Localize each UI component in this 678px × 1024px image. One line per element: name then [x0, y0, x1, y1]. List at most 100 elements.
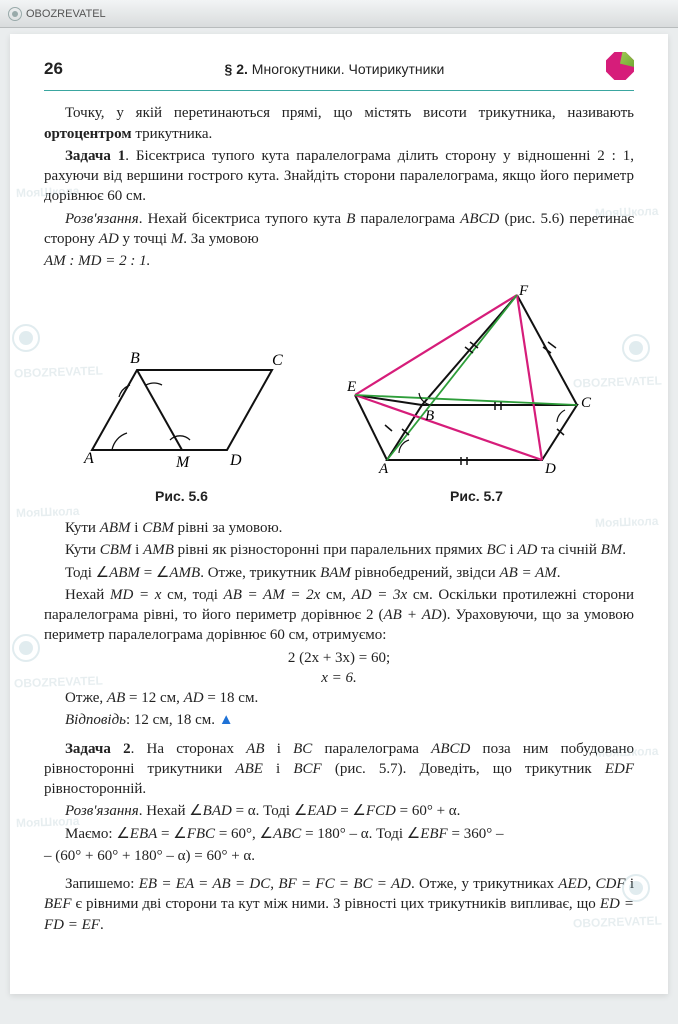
- math: AB: [246, 741, 264, 757]
- math: ABC: [273, 826, 301, 842]
- math: EBA: [130, 826, 158, 842]
- equation: 2 (2x + 3x) = 60;: [44, 648, 634, 668]
- text: . Нехай ∠: [139, 803, 203, 819]
- watermark-ring-icon: [12, 634, 40, 662]
- task-label: Задача 2: [65, 741, 131, 757]
- answer-label: Відповідь: [65, 712, 126, 728]
- text: = ∠: [157, 826, 186, 842]
- math: BM: [601, 542, 623, 558]
- math: AB + AD: [384, 607, 442, 623]
- task-1: Задача 1. Бісектриса тупого кута паралел…: [44, 146, 634, 207]
- text: = 60° + α.: [396, 803, 461, 819]
- math: AD: [517, 542, 537, 558]
- equation: x = 6.: [44, 668, 634, 688]
- text: = 180° – α. Тоді ∠: [301, 826, 420, 842]
- answer: Відповідь: 12 см, 18 см. ▲: [44, 710, 634, 730]
- caption-5-6: Рис. 5.6: [72, 487, 292, 506]
- label-C: C: [272, 352, 283, 369]
- math: EBF: [420, 826, 448, 842]
- text: рівні за умовою.: [174, 520, 283, 536]
- label-A: A: [83, 450, 94, 467]
- math: AB = AM = 2x: [224, 587, 321, 603]
- text: (рис. 5.7). Доведіть, що трикутник: [322, 761, 605, 777]
- math: ABM: [109, 565, 140, 581]
- math: x = 6.: [321, 670, 357, 686]
- task-label: Задача 1: [65, 148, 125, 164]
- caption-5-7: Рис. 5.7: [347, 487, 607, 506]
- text: трикутника.: [132, 126, 213, 142]
- label-B: B: [130, 350, 140, 367]
- math: CBM: [142, 520, 174, 536]
- text: і: [131, 520, 143, 536]
- paragraph: Тоді ∠ABM = ∠AMB. Отже, трикутник BAM рі…: [44, 563, 634, 583]
- math: AB = AM: [499, 565, 556, 581]
- math: BAM: [320, 565, 351, 581]
- math: ABCD: [460, 211, 499, 227]
- math: ABM: [100, 520, 131, 536]
- text: . Бісектриса тупого кута паралелограма д…: [44, 148, 634, 205]
- text: Кути: [65, 542, 100, 558]
- math: ABE: [235, 761, 263, 777]
- text: паралелограма: [355, 211, 460, 227]
- page-number: 26: [44, 58, 63, 81]
- math: M: [171, 231, 184, 247]
- math: EDF: [605, 761, 634, 777]
- paragraph: Нехай MD = x см, тоді AB = AM = 2x см, A…: [44, 585, 634, 646]
- math: EAD: [307, 803, 336, 819]
- math: AMB: [143, 542, 174, 558]
- label-D: D: [544, 461, 556, 475]
- text: рівні як різносторонні при паралельних п…: [174, 542, 487, 558]
- figure-5-6: A B C D M: [72, 345, 292, 475]
- text: і: [626, 876, 634, 892]
- math: FBC: [187, 826, 215, 842]
- solution-2: Розв'язання. Нехай ∠BAD = α. Тоді ∠EAD =…: [44, 801, 634, 821]
- math: AD = 3x: [352, 587, 408, 603]
- text: Нехай: [65, 587, 110, 603]
- task-2: Задача 2. На сторонах AB і BC паралелогр…: [44, 739, 634, 800]
- math: BF = FC = BC = AD: [278, 876, 411, 892]
- page-header: 26 § 2. Многокутники. Чотирикутники: [44, 52, 634, 91]
- math: AD: [184, 690, 204, 706]
- figure-5-7: A B C D E F: [347, 285, 607, 475]
- label-A: A: [378, 461, 389, 475]
- brand-text: OBOZREVATEL: [26, 8, 106, 20]
- label-B: B: [425, 408, 434, 424]
- section-name: Многокутники. Чотирикутники: [252, 61, 445, 77]
- text: . Отже, у трикутниках: [411, 876, 558, 892]
- text: Маємо: ∠: [65, 826, 130, 842]
- label-D: D: [229, 452, 242, 469]
- text: см,: [320, 587, 351, 603]
- text: = ∠: [140, 565, 169, 581]
- text: : 12 см, 18 см.: [126, 712, 219, 728]
- text: .: [622, 542, 626, 558]
- viewer-brand: OBOZREVATEL: [8, 7, 106, 21]
- math: BCF: [293, 761, 321, 777]
- math: CBM: [100, 542, 132, 558]
- text: . Отже, трикутник: [200, 565, 320, 581]
- text: Отже,: [65, 690, 107, 706]
- text: і: [506, 542, 518, 558]
- label-M: M: [175, 454, 191, 471]
- math: AD: [99, 231, 119, 247]
- brand-icon: [8, 7, 22, 21]
- math: EB = EA = AB = DC: [139, 876, 271, 892]
- text: і: [131, 542, 143, 558]
- end-marker-icon: ▲: [219, 712, 234, 728]
- math: BC: [293, 741, 312, 757]
- solution-label: Розв'язання: [65, 803, 139, 819]
- text: см, тоді: [161, 587, 223, 603]
- text: = α. Тоді ∠: [232, 803, 307, 819]
- text: ,: [587, 876, 595, 892]
- text: Кути: [65, 520, 100, 536]
- math: AMB: [169, 565, 200, 581]
- math: AB: [107, 690, 125, 706]
- section-title: § 2. Многокутники. Чотирикутники: [225, 60, 445, 79]
- watermark-ring-icon: [12, 324, 40, 352]
- text: .: [557, 565, 561, 581]
- paragraph: Кути CBM і AMB рівні як різносторонні пр…: [44, 540, 634, 560]
- text: і: [265, 741, 294, 757]
- label-F: F: [518, 285, 529, 299]
- math: AED: [558, 876, 587, 892]
- header-ornament-icon: [606, 52, 634, 86]
- text: . Нехай бісектриса тупого кута: [139, 211, 347, 227]
